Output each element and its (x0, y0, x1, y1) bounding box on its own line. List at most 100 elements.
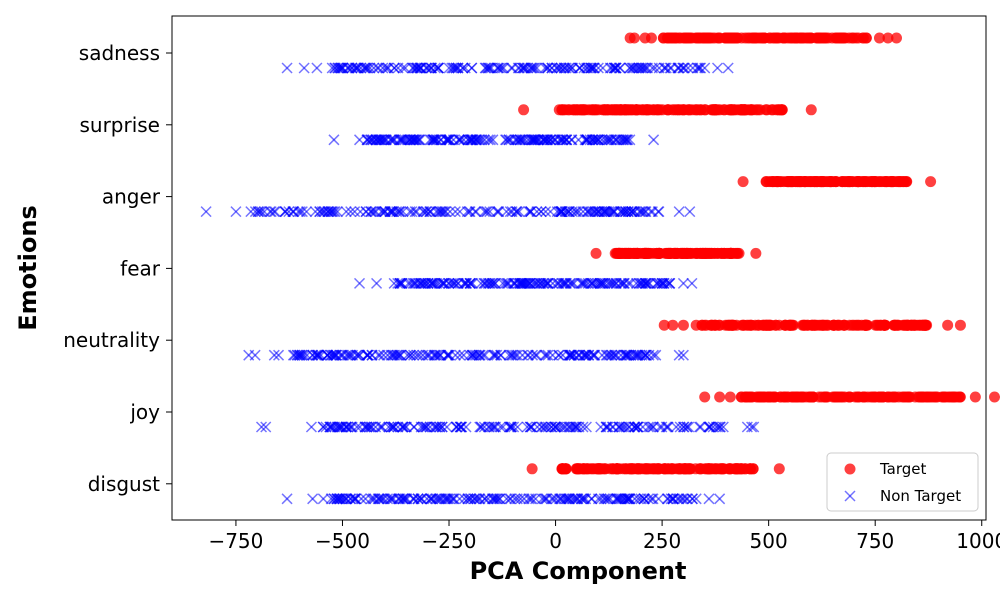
non-target-point (549, 421, 561, 433)
non-target-point (444, 493, 456, 505)
non-target-point (461, 206, 473, 218)
target-point (779, 391, 791, 403)
non-target-point (629, 493, 641, 505)
target-point (903, 391, 915, 403)
non-target-point (273, 349, 285, 361)
target-point (886, 391, 898, 403)
non-target-point (676, 493, 688, 505)
non-target-point (392, 277, 404, 289)
non-target-point (628, 349, 640, 361)
non-target-point (252, 206, 264, 218)
non-target-point (544, 206, 556, 218)
non-target-point (519, 277, 531, 289)
target-point (870, 176, 882, 188)
non-target-point (409, 206, 421, 218)
non-target-point (606, 62, 618, 74)
non-target-point (479, 277, 491, 289)
non-target-point (314, 206, 326, 218)
non-target-point (746, 421, 758, 433)
non-target-point (661, 493, 673, 505)
target-point (858, 391, 870, 403)
target-point (628, 32, 640, 44)
non-target-point (442, 493, 454, 505)
non-target-point (677, 493, 689, 505)
non-target-point (281, 493, 293, 505)
non-target-point (610, 277, 622, 289)
non-target-point (558, 493, 570, 505)
non-target-point (574, 62, 586, 74)
non-target-point (510, 206, 522, 218)
non-target-point (200, 206, 212, 218)
non-target-point (683, 421, 695, 433)
non-target-point (393, 206, 405, 218)
non-target-point (382, 349, 394, 361)
target-point (630, 104, 642, 116)
non-target-point (615, 206, 627, 218)
non-target-point (653, 277, 665, 289)
non-target-point (628, 421, 640, 433)
non-target-point (649, 62, 661, 74)
non-target-point (686, 277, 698, 289)
non-target-point (309, 206, 321, 218)
non-target-point (395, 349, 407, 361)
non-target-point (483, 62, 495, 74)
non-target-point (420, 206, 432, 218)
target-point (790, 32, 802, 44)
non-target-point (576, 493, 588, 505)
non-target-point (425, 206, 437, 218)
non-target-point (490, 493, 503, 505)
non-target-point (672, 62, 684, 74)
non-target-point (592, 62, 604, 74)
non-target-point (590, 134, 602, 146)
non-target-point (393, 493, 405, 505)
target-point (772, 176, 784, 188)
non-target-point (339, 493, 351, 505)
x-axis-ticks: −750 −500 −250 0 250 500 750 1000 (208, 520, 1000, 553)
target-point (821, 319, 833, 331)
non-target-point (599, 206, 611, 218)
non-target-point (433, 277, 445, 289)
non-target-point (307, 493, 319, 505)
target-point (724, 391, 736, 403)
non-target-point (566, 134, 578, 146)
non-target-point (592, 134, 604, 146)
y-tick-label-neutrality: neutrality (63, 328, 160, 352)
target-point (667, 463, 679, 475)
non-target-point (644, 421, 656, 433)
non-target-point (408, 134, 420, 146)
x-tick-label: 1000 (956, 529, 1000, 553)
non-target-point (449, 206, 461, 218)
non-target-point (613, 421, 625, 433)
non-target-point (636, 206, 648, 218)
non-target-point (722, 62, 734, 74)
non-target-point (600, 421, 612, 433)
non-target-point (518, 493, 530, 505)
non-target-point (397, 493, 409, 505)
non-target-point (516, 62, 528, 74)
non-target-point (603, 134, 615, 146)
non-target-point (534, 277, 546, 289)
non-target-point (391, 206, 403, 218)
non-target-point (397, 62, 409, 74)
non-target-point (589, 206, 601, 218)
y-axis-title: Emotions (14, 205, 42, 330)
target-point (744, 391, 756, 403)
non-target-point (375, 134, 387, 146)
non-target-point (602, 277, 614, 289)
target-point (700, 32, 712, 44)
non-target-point (605, 349, 618, 361)
non-target-point (622, 277, 634, 289)
target-point (590, 247, 602, 259)
target-point (805, 104, 817, 116)
non-target-point (373, 493, 385, 505)
non-target-point (510, 349, 522, 361)
legend-label-non-target: Non Target (880, 487, 961, 505)
non-target-point (466, 134, 478, 146)
y-tick-label-anger: anger (102, 185, 161, 209)
non-target-point (579, 134, 591, 146)
non-target-point (287, 206, 299, 218)
non-target-point (557, 134, 569, 146)
target-point (611, 463, 623, 475)
non-target-point (484, 134, 496, 146)
target-point (731, 32, 743, 44)
